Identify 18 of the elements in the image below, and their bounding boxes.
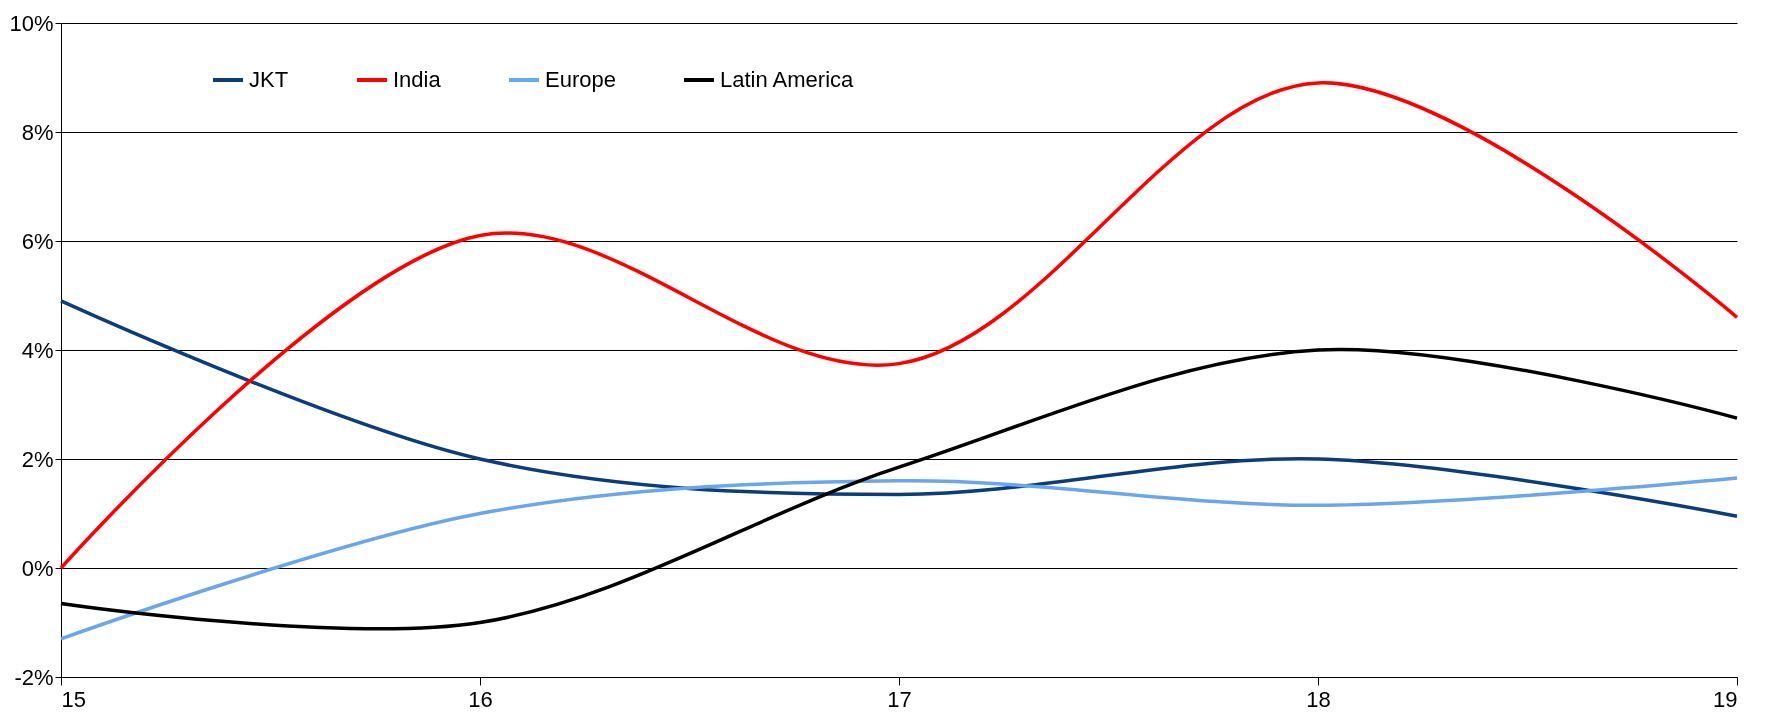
line-series xyxy=(59,299,1739,518)
x-tick-label: 18 xyxy=(1306,686,1331,712)
legend-label: Europe xyxy=(545,67,616,92)
x-tick-label: 15 xyxy=(61,686,86,712)
y-tick-label: 4% xyxy=(21,337,54,363)
x-tick-label: 16 xyxy=(468,686,493,712)
line-series xyxy=(59,476,1739,641)
y-tick-label: 2% xyxy=(21,446,54,472)
y-tick-label: 0% xyxy=(21,555,54,581)
legend-label: India xyxy=(393,67,442,92)
legend-label: Latin America xyxy=(720,67,855,92)
legend-label: JKT xyxy=(249,67,289,92)
y-tick-label: -2% xyxy=(14,664,54,690)
x-tick-label: 19 xyxy=(1713,686,1738,712)
y-tick-label: 6% xyxy=(21,228,54,254)
y-tick-label: 10% xyxy=(9,10,54,36)
x-tick-label: 17 xyxy=(887,686,912,712)
y-tick-label: 8% xyxy=(21,119,54,145)
